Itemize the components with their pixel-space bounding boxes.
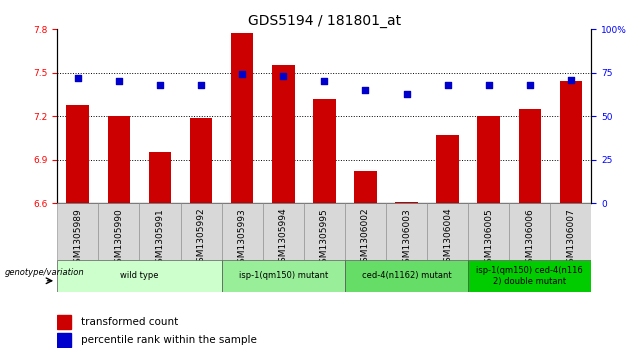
Bar [57, 315, 71, 329]
Point [483, 82, 494, 88]
Text: GSM1306004: GSM1306004 [443, 208, 452, 268]
FancyBboxPatch shape [221, 260, 345, 292]
FancyBboxPatch shape [181, 203, 221, 260]
Text: GSM1306006: GSM1306006 [525, 208, 534, 269]
Point [401, 91, 411, 97]
Point [361, 87, 371, 93]
FancyBboxPatch shape [345, 203, 386, 260]
Bar [149, 152, 171, 203]
Text: GSM1305995: GSM1305995 [320, 208, 329, 269]
FancyBboxPatch shape [304, 203, 345, 260]
Bar [67, 105, 89, 203]
Point [114, 78, 124, 84]
Bar [436, 135, 459, 203]
Text: wild type: wild type [120, 272, 158, 280]
Text: isp-1(qm150) ced-4(n116
2) double mutant: isp-1(qm150) ced-4(n116 2) double mutant [476, 266, 583, 286]
FancyBboxPatch shape [550, 203, 591, 260]
Text: GSM1306007: GSM1306007 [567, 208, 576, 269]
Point [73, 75, 83, 81]
Text: GSM1305990: GSM1305990 [114, 208, 123, 269]
Text: GSM1306005: GSM1306005 [484, 208, 494, 269]
FancyBboxPatch shape [139, 203, 181, 260]
Bar [478, 116, 500, 203]
Text: GSM1306003: GSM1306003 [402, 208, 411, 269]
Bar [395, 202, 418, 203]
FancyBboxPatch shape [468, 260, 591, 292]
Bar [354, 171, 377, 203]
Point [319, 78, 329, 84]
FancyBboxPatch shape [386, 203, 427, 260]
Text: transformed count: transformed count [81, 317, 179, 327]
Point [566, 77, 576, 82]
Point [155, 82, 165, 88]
Text: ced-4(n1162) mutant: ced-4(n1162) mutant [362, 272, 452, 280]
Text: GSM1306002: GSM1306002 [361, 208, 370, 268]
Text: GSM1305992: GSM1305992 [197, 208, 205, 268]
FancyBboxPatch shape [263, 203, 304, 260]
Bar [57, 333, 71, 347]
Text: GSM1305989: GSM1305989 [73, 208, 82, 269]
FancyBboxPatch shape [99, 203, 139, 260]
FancyBboxPatch shape [509, 203, 550, 260]
Bar [272, 65, 294, 203]
Text: genotype/variation: genotype/variation [4, 268, 84, 277]
Text: isp-1(qm150) mutant: isp-1(qm150) mutant [238, 272, 328, 280]
Title: GDS5194 / 181801_at: GDS5194 / 181801_at [248, 14, 401, 28]
Bar [107, 116, 130, 203]
Text: GSM1305994: GSM1305994 [279, 208, 287, 268]
Text: GSM1305993: GSM1305993 [238, 208, 247, 269]
FancyBboxPatch shape [468, 203, 509, 260]
FancyBboxPatch shape [427, 203, 468, 260]
Bar [231, 33, 254, 203]
Point [196, 82, 206, 88]
Point [237, 72, 247, 77]
Point [525, 82, 535, 88]
Point [443, 82, 453, 88]
FancyBboxPatch shape [57, 203, 99, 260]
Bar [190, 118, 212, 203]
Text: GSM1305991: GSM1305991 [155, 208, 165, 269]
FancyBboxPatch shape [221, 203, 263, 260]
Bar [313, 99, 336, 203]
Point [278, 73, 288, 79]
Text: percentile rank within the sample: percentile rank within the sample [81, 335, 257, 345]
FancyBboxPatch shape [345, 260, 468, 292]
Bar [560, 81, 582, 203]
FancyBboxPatch shape [57, 260, 221, 292]
Bar [518, 109, 541, 203]
